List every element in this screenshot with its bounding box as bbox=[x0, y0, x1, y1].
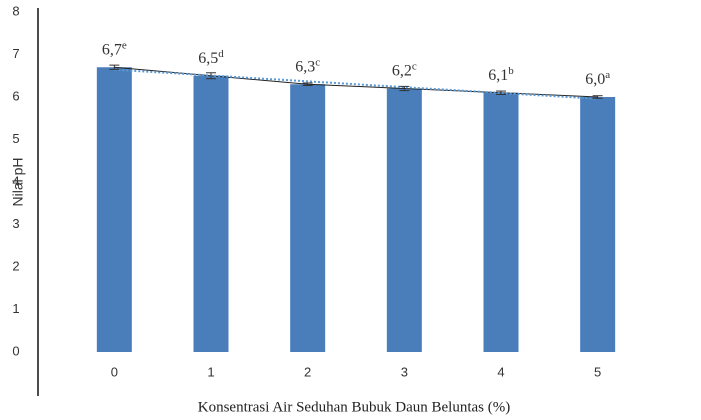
data-label: 6,7e bbox=[102, 39, 127, 58]
y-tick-label: 4 bbox=[12, 173, 19, 188]
value-label: 6,5 bbox=[198, 49, 218, 66]
x-tick-label: 2 bbox=[304, 364, 311, 379]
x-tick-label: 0 bbox=[111, 364, 118, 379]
x-tick-label: 1 bbox=[207, 364, 214, 379]
significance-letter: b bbox=[508, 64, 514, 76]
value-label: 6,3 bbox=[295, 58, 315, 75]
value-label: 6,0 bbox=[585, 71, 605, 88]
value-label: 6,7 bbox=[102, 41, 122, 58]
bar bbox=[483, 92, 519, 352]
bar bbox=[290, 84, 326, 352]
significance-letter: a bbox=[605, 69, 610, 81]
y-tick-label: 7 bbox=[12, 46, 19, 61]
data-label: 6,1b bbox=[488, 64, 514, 83]
y-tick-label: 3 bbox=[12, 216, 19, 231]
y-tick-label: 0 bbox=[12, 343, 19, 358]
bar bbox=[386, 88, 422, 352]
y-tick-label: 6 bbox=[12, 88, 19, 103]
trend-line bbox=[114, 68, 598, 100]
bar bbox=[193, 75, 229, 352]
data-label: 6,5d bbox=[198, 47, 224, 66]
y-tick-label: 8 bbox=[12, 3, 19, 18]
value-label: 6,2 bbox=[392, 62, 412, 79]
y-axis-label: Nilai pH bbox=[10, 157, 26, 206]
data-label: 6,3c bbox=[295, 56, 320, 75]
data-label: 6,0a bbox=[585, 69, 610, 88]
y-tick-label: 1 bbox=[12, 301, 19, 316]
data-label: 6,2c bbox=[392, 60, 417, 79]
y-tick-label: 2 bbox=[12, 258, 19, 273]
x-axis-label: Konsentrasi Air Seduhan Bubuk Daun Belun… bbox=[198, 399, 510, 415]
significance-letter: c bbox=[315, 56, 320, 68]
bar bbox=[580, 97, 616, 352]
value-line bbox=[114, 66, 598, 98]
significance-letter: d bbox=[218, 47, 224, 59]
y-tick-label: 5 bbox=[12, 131, 19, 146]
x-tick-label: 5 bbox=[594, 364, 601, 379]
value-label: 6,1 bbox=[488, 66, 508, 83]
bar bbox=[96, 67, 132, 352]
x-tick-label: 3 bbox=[401, 364, 408, 379]
significance-letter: c bbox=[412, 60, 417, 72]
x-tick-label: 4 bbox=[497, 364, 504, 379]
significance-letter: e bbox=[122, 39, 127, 51]
